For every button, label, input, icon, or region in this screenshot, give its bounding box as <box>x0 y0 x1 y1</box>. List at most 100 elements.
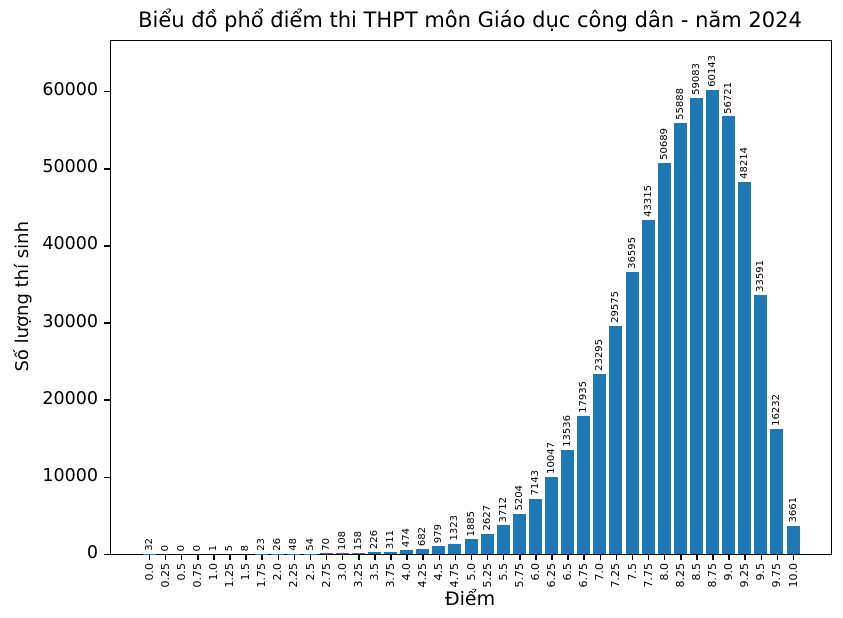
bar-value-label: 8 <box>240 544 252 551</box>
x-tick <box>744 554 746 560</box>
bar-value-label: 311 <box>385 529 396 549</box>
bar-value-label: 158 <box>352 530 364 550</box>
x-tick-label: 1.25 <box>223 562 236 588</box>
bar-value-label: 48214 <box>739 147 751 180</box>
x-tick-label: 3.0 <box>335 562 349 581</box>
x-tick <box>213 554 215 560</box>
bar <box>400 550 414 554</box>
x-tick-label: 1.5 <box>239 562 253 581</box>
bar <box>641 219 655 554</box>
plot-area: 32 0 0 0 1 5 8 23 26 48 54 70 108 158 226 311 474 682 979 1… <box>110 40 832 555</box>
bar-value-label: 10047 <box>546 441 557 474</box>
x-tick-label: 5.25 <box>480 562 494 588</box>
x-tick <box>535 554 537 560</box>
x-tick-label: 4.5 <box>432 562 446 581</box>
x-tick <box>341 554 344 560</box>
x-tick-label: 2.25 <box>287 562 301 588</box>
x-axis-label: Điểm <box>444 588 496 610</box>
x-tick <box>647 554 650 560</box>
bar <box>351 552 365 554</box>
x-tick-label: 7.75 <box>641 562 655 588</box>
bar-value-label: 0 <box>175 544 187 551</box>
x-tick-label: 3.25 <box>351 562 365 588</box>
y-tick-label: 50000 <box>42 157 98 178</box>
bar-value-label: 226 <box>368 530 380 550</box>
bar-value-label: 54 <box>304 537 316 551</box>
y-tick <box>104 476 110 479</box>
x-tick <box>696 554 698 560</box>
y-tick-label: 30000 <box>42 311 98 332</box>
x-tick-label: 2.0 <box>271 562 285 581</box>
bar <box>770 428 784 554</box>
x-tick-label: 5.0 <box>464 562 478 581</box>
x-tick-label: 0.25 <box>158 562 172 588</box>
bar-value-label: 60143 <box>707 55 718 88</box>
x-tick <box>374 554 376 560</box>
x-tick-label: 1.75 <box>255 562 269 588</box>
bar <box>464 539 478 554</box>
bar-value-label: 5 <box>224 544 235 551</box>
bar <box>786 525 800 554</box>
bar-value-label: 23 <box>256 538 268 551</box>
bar-value-label: 55888 <box>674 88 686 120</box>
y-tick-label: 20000 <box>42 388 98 409</box>
bar-value-label: 1885 <box>465 511 477 537</box>
bar <box>432 546 446 554</box>
x-tick-label: 4.0 <box>400 562 414 581</box>
bar-value-label: 70 <box>320 537 332 551</box>
x-axis: 0.0 0.25 0.5 0.75 1.0 1.25 1.5 1.75 2.0 2.25 2.5 2.… <box>110 554 830 615</box>
x-tick <box>454 554 457 560</box>
bar-value-label: 43315 <box>642 185 654 217</box>
bar <box>319 553 333 554</box>
bar <box>754 294 768 554</box>
bar <box>609 325 623 554</box>
bar <box>722 116 736 554</box>
bar-value-label: 23295 <box>594 339 606 372</box>
x-tick <box>309 554 312 560</box>
bar <box>625 271 639 554</box>
bar <box>657 162 671 554</box>
x-tick <box>180 554 183 560</box>
x-tick-label: 7.5 <box>625 562 639 581</box>
bar-value-label: 0 <box>159 544 171 551</box>
bar <box>384 551 397 554</box>
bar-value-label: 13536 <box>562 414 574 447</box>
x-tick <box>406 554 408 560</box>
x-tick-label: 0.75 <box>190 562 204 588</box>
bar-value-label: 48 <box>288 537 300 551</box>
y-tick-label: 40000 <box>42 234 98 255</box>
y-tick <box>104 553 110 556</box>
bar <box>416 548 430 554</box>
bar <box>496 525 510 554</box>
x-tick <box>438 554 441 560</box>
y-tick-label: 10000 <box>42 465 98 486</box>
x-tick-label: 3.5 <box>367 562 381 581</box>
y-tick <box>104 245 110 247</box>
bar <box>512 513 526 554</box>
bar <box>335 553 349 554</box>
x-tick-label: 5.5 <box>496 562 510 581</box>
x-tick <box>422 554 424 560</box>
bar-value-label: 2627 <box>481 505 493 531</box>
bar-value-label: 3661 <box>787 497 799 523</box>
bar-value-label: 32 <box>143 538 155 551</box>
y-tick <box>104 399 110 401</box>
bar <box>561 449 575 554</box>
bar-value-label: 56721 <box>723 81 735 114</box>
bar <box>577 415 591 554</box>
x-tick <box>261 554 263 560</box>
x-tick <box>680 554 682 560</box>
x-tick <box>164 554 167 560</box>
x-tick <box>712 554 714 560</box>
x-tick-label: 4.25 <box>416 562 430 588</box>
x-tick-label: 0.0 <box>142 562 156 581</box>
bar <box>593 374 607 554</box>
x-tick-label: 9.5 <box>754 562 768 581</box>
bar <box>738 182 752 554</box>
x-tick-label: 6.75 <box>577 562 591 588</box>
x-tick-label: 9.0 <box>722 562 736 581</box>
bar <box>367 552 381 554</box>
x-tick <box>486 554 489 560</box>
bar-value-label: 33591 <box>755 260 767 292</box>
x-tick-label: 8.75 <box>706 562 719 588</box>
